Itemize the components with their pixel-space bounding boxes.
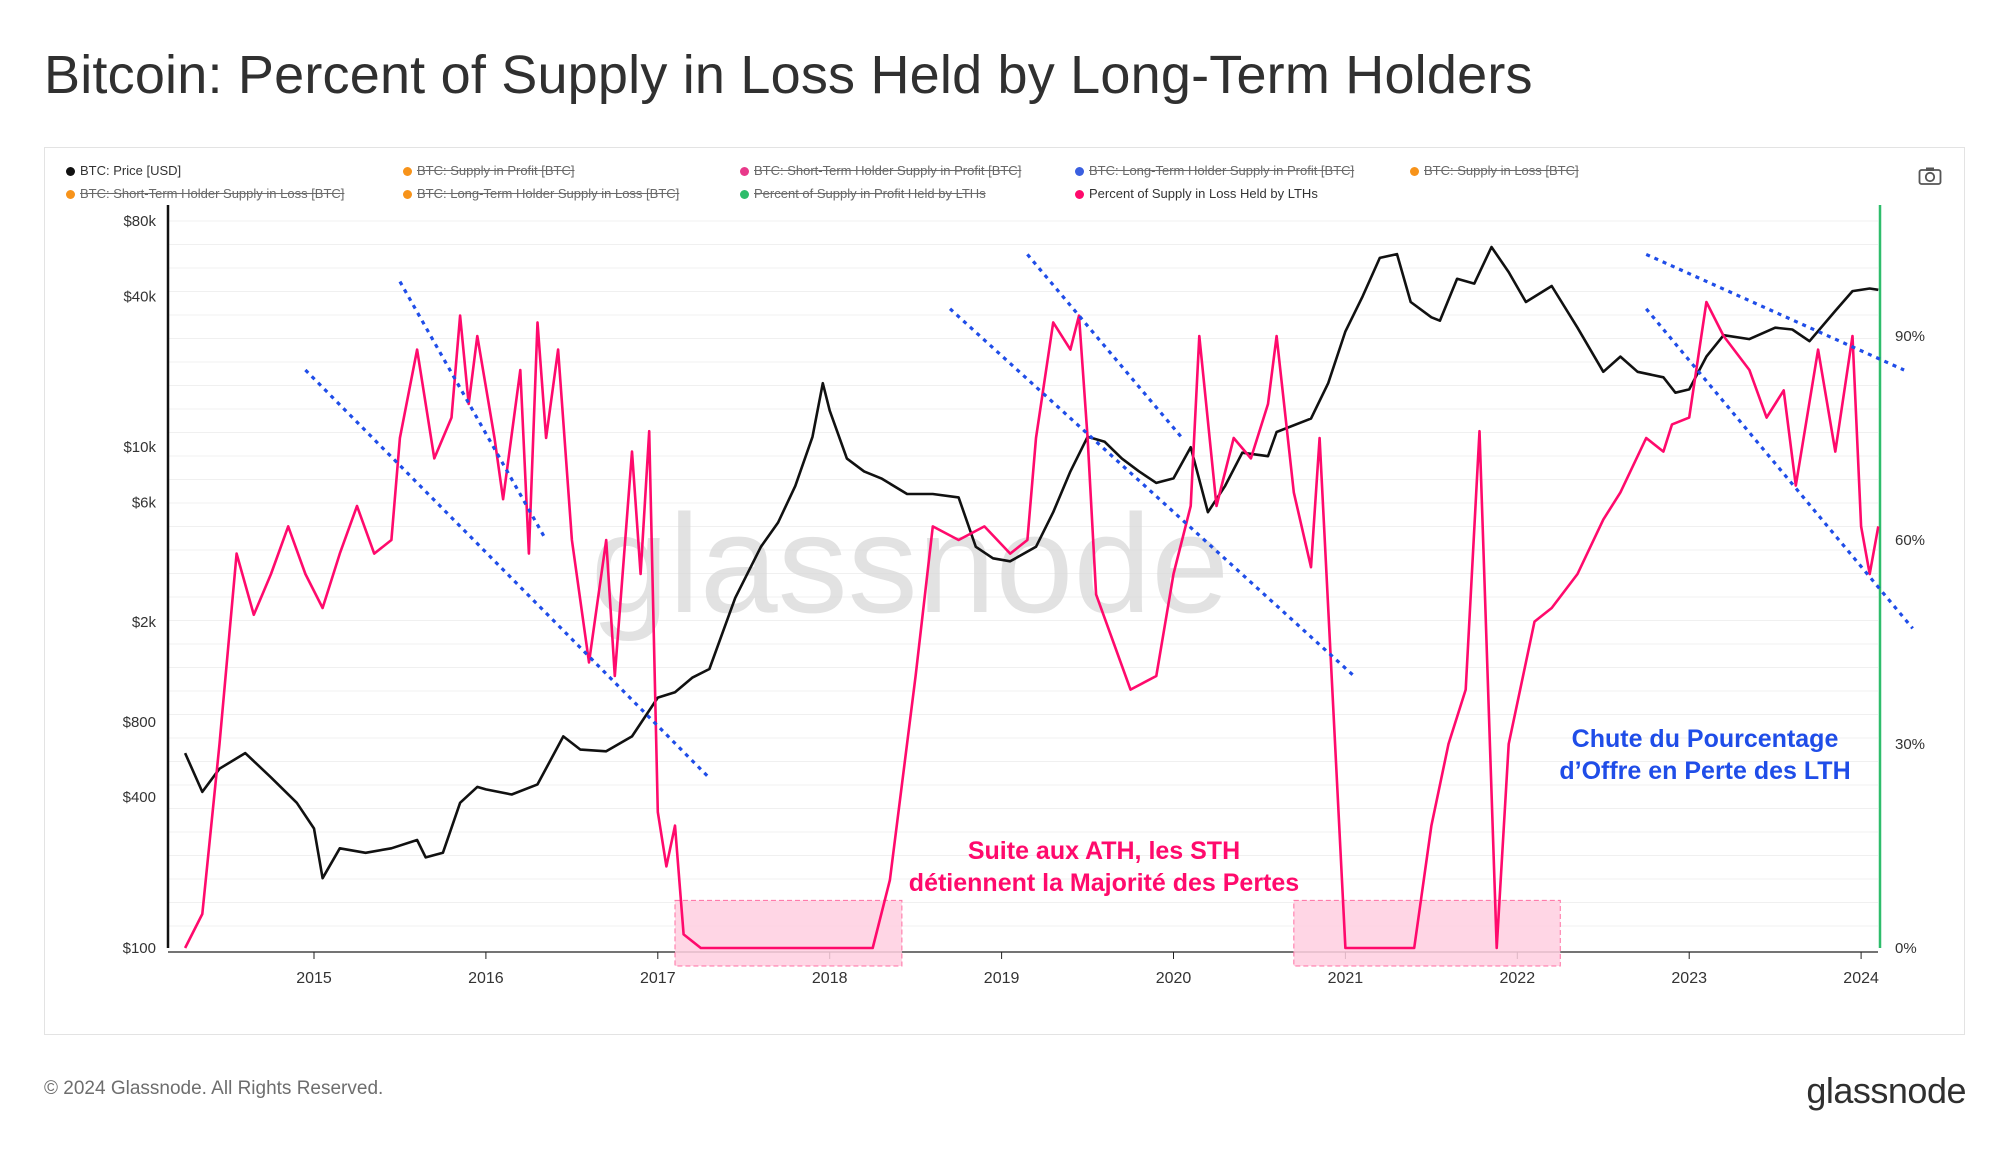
footer-logo[interactable]: glassnode [1806,1070,1966,1111]
right-tick-label: 90% [1895,328,1925,345]
lth-loss-percent-line [183,300,1880,950]
legend-item[interactable]: BTC: Supply in Loss [BTC] [1410,163,1579,178]
x-tick-label: 2018 [812,970,848,987]
left-tick-label: $10k [123,439,156,456]
camera-icon[interactable] [1918,166,1942,186]
x-tick-label: 2023 [1671,970,1707,987]
legend-item[interactable]: BTC: Long-Term Holder Supply in Loss [BT… [403,186,679,201]
legend-label: BTC: Short-Term Holder Supply in Profit … [754,163,1022,178]
footer-copyright: © 2024 Glassnode. All Rights Reserved. [44,1078,384,1099]
legend-item[interactable]: BTC: Supply in Profit [BTC] [403,163,575,178]
left-tick-label: $800 [123,714,156,731]
annotation-lth-line1: Chute du Pourcentage [1572,725,1839,753]
left-tick-label: $40k [123,288,156,305]
chart-frame [44,147,1965,1035]
legend-dot-icon [66,167,75,176]
right-tick-label: 60% [1895,532,1925,549]
legend-dot-icon [740,167,749,176]
left-tick-label: $100 [123,940,156,957]
x-tick-label: 2015 [296,970,332,987]
left-tick-label: $400 [123,789,156,806]
trendline [948,307,1356,678]
annotation-sth-line1: Suite aux ATH, les STH [968,837,1240,865]
left-tick-label: $6k [132,495,157,512]
left-tick-label: $2k [132,614,157,631]
trendline [1644,307,1914,630]
left-tick-label: $80k [123,213,156,230]
legend-label: BTC: Long-Term Holder Supply in Loss [BT… [417,186,680,201]
watermark: glassnode [591,485,1229,642]
legend-label: Percent of Supply in Loss Held by LTHs [1089,186,1318,201]
legend-label: BTC: Supply in Loss [BTC] [1424,163,1579,178]
highlight-box [674,899,903,967]
legend-dot-icon [1075,167,1084,176]
legend-dot-icon [403,190,412,199]
legend-item[interactable]: BTC: Price [USD] [66,163,181,178]
legend-dot-icon [1410,167,1419,176]
x-tick-label: 2020 [1156,970,1192,987]
x-tick-label: 2021 [1328,970,1364,987]
legend-item[interactable]: BTC: Short-Term Holder Supply in Loss [B… [66,186,344,201]
legend-dot-icon [740,190,749,199]
legend-dot-icon [1075,190,1084,199]
legend-label: BTC: Price [USD] [80,163,182,178]
trendline [398,280,548,541]
legend-dot-icon [66,190,75,199]
legend-item[interactable]: Percent of Supply in Loss Held by LTHs [1075,186,1318,201]
annotation-sth-line2: détiennent la Majorité des Pertes [909,869,1299,897]
trendline [1645,252,1905,372]
price-line [183,245,1879,880]
legend-label: Percent of Supply in Profit Held by LTHs [754,186,986,201]
legend-dot-icon [403,167,412,176]
right-tick-label: 30% [1895,736,1925,753]
legend-item[interactable]: BTC: Long-Term Holder Supply in Profit [… [1075,163,1354,178]
x-tick-label: 2022 [1500,970,1536,987]
x-tick-label: 2016 [468,970,504,987]
trendline [304,368,711,780]
trendline [1026,253,1184,440]
highlight-box [1293,899,1561,967]
legend-item[interactable]: Percent of Supply in Profit Held by LTHs [740,186,986,201]
legend-label: BTC: Supply in Profit [BTC] [417,163,575,178]
annotation-lth-line2: d’Offre en Perte des LTH [1559,757,1850,785]
page-title: Bitcoin: Percent of Supply in Loss Held … [44,45,1533,105]
x-tick-label: 2017 [640,970,676,987]
right-tick-label: 0% [1895,940,1917,957]
x-tick-label: 2019 [984,970,1020,987]
legend-item[interactable]: BTC: Short-Term Holder Supply in Profit … [740,163,1021,178]
legend-label: BTC: Long-Term Holder Supply in Profit [… [1089,163,1355,178]
legend-label: BTC: Short-Term Holder Supply in Loss [B… [80,186,345,201]
x-tick-label: 2024 [1843,970,1879,987]
